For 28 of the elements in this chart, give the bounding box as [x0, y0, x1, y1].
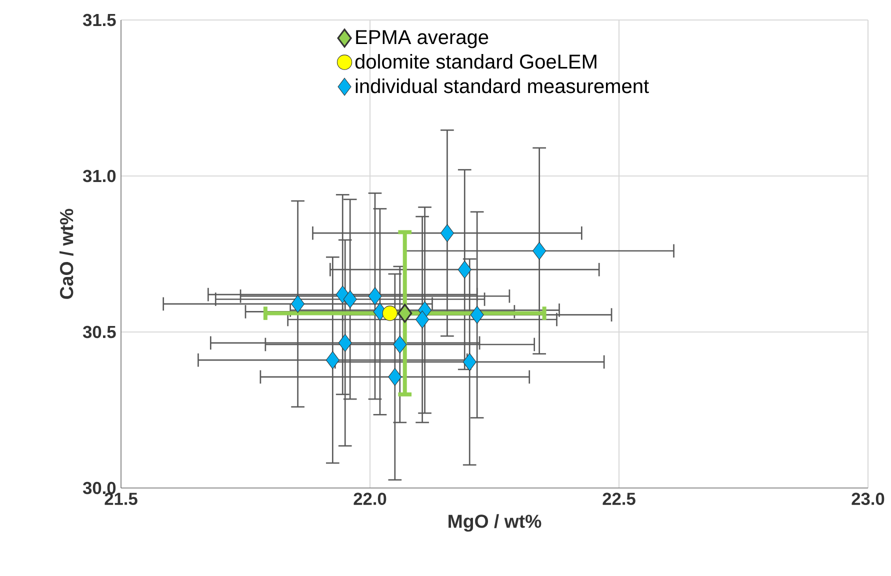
x-axis-title: MgO / wt%: [448, 514, 542, 532]
point: [338, 334, 352, 352]
point: [398, 304, 412, 323]
point: [382, 306, 398, 321]
legend-label: EPMA average: [356, 30, 488, 48]
y-tick-label: 30.0: [82, 482, 116, 494]
point: [462, 353, 476, 371]
x-tick-label: 22.0: [354, 492, 386, 505]
legend-label: individual standard measurement: [356, 78, 649, 94]
y-tick-label: 30.5: [82, 326, 116, 338]
point: [368, 287, 382, 306]
point: [440, 224, 454, 242]
y-tick-label: 31.5: [82, 14, 116, 26]
point: [470, 306, 484, 324]
point: [343, 290, 357, 308]
x-tick-label: 21.5: [104, 492, 138, 505]
point: [393, 336, 407, 354]
y-tick-label: 31.0: [82, 170, 116, 182]
point: [388, 368, 402, 386]
point: [291, 294, 305, 313]
point: [416, 310, 430, 328]
y-axis-title: CaO / wt%: [60, 208, 74, 299]
point: [326, 351, 340, 370]
point: [532, 242, 546, 260]
point: [458, 260, 472, 279]
legend-label: dolomite standard GoeLEM: [355, 54, 596, 69]
x-tick-label: 22.5: [602, 492, 636, 505]
x-tick-label: 23.0: [852, 492, 884, 505]
